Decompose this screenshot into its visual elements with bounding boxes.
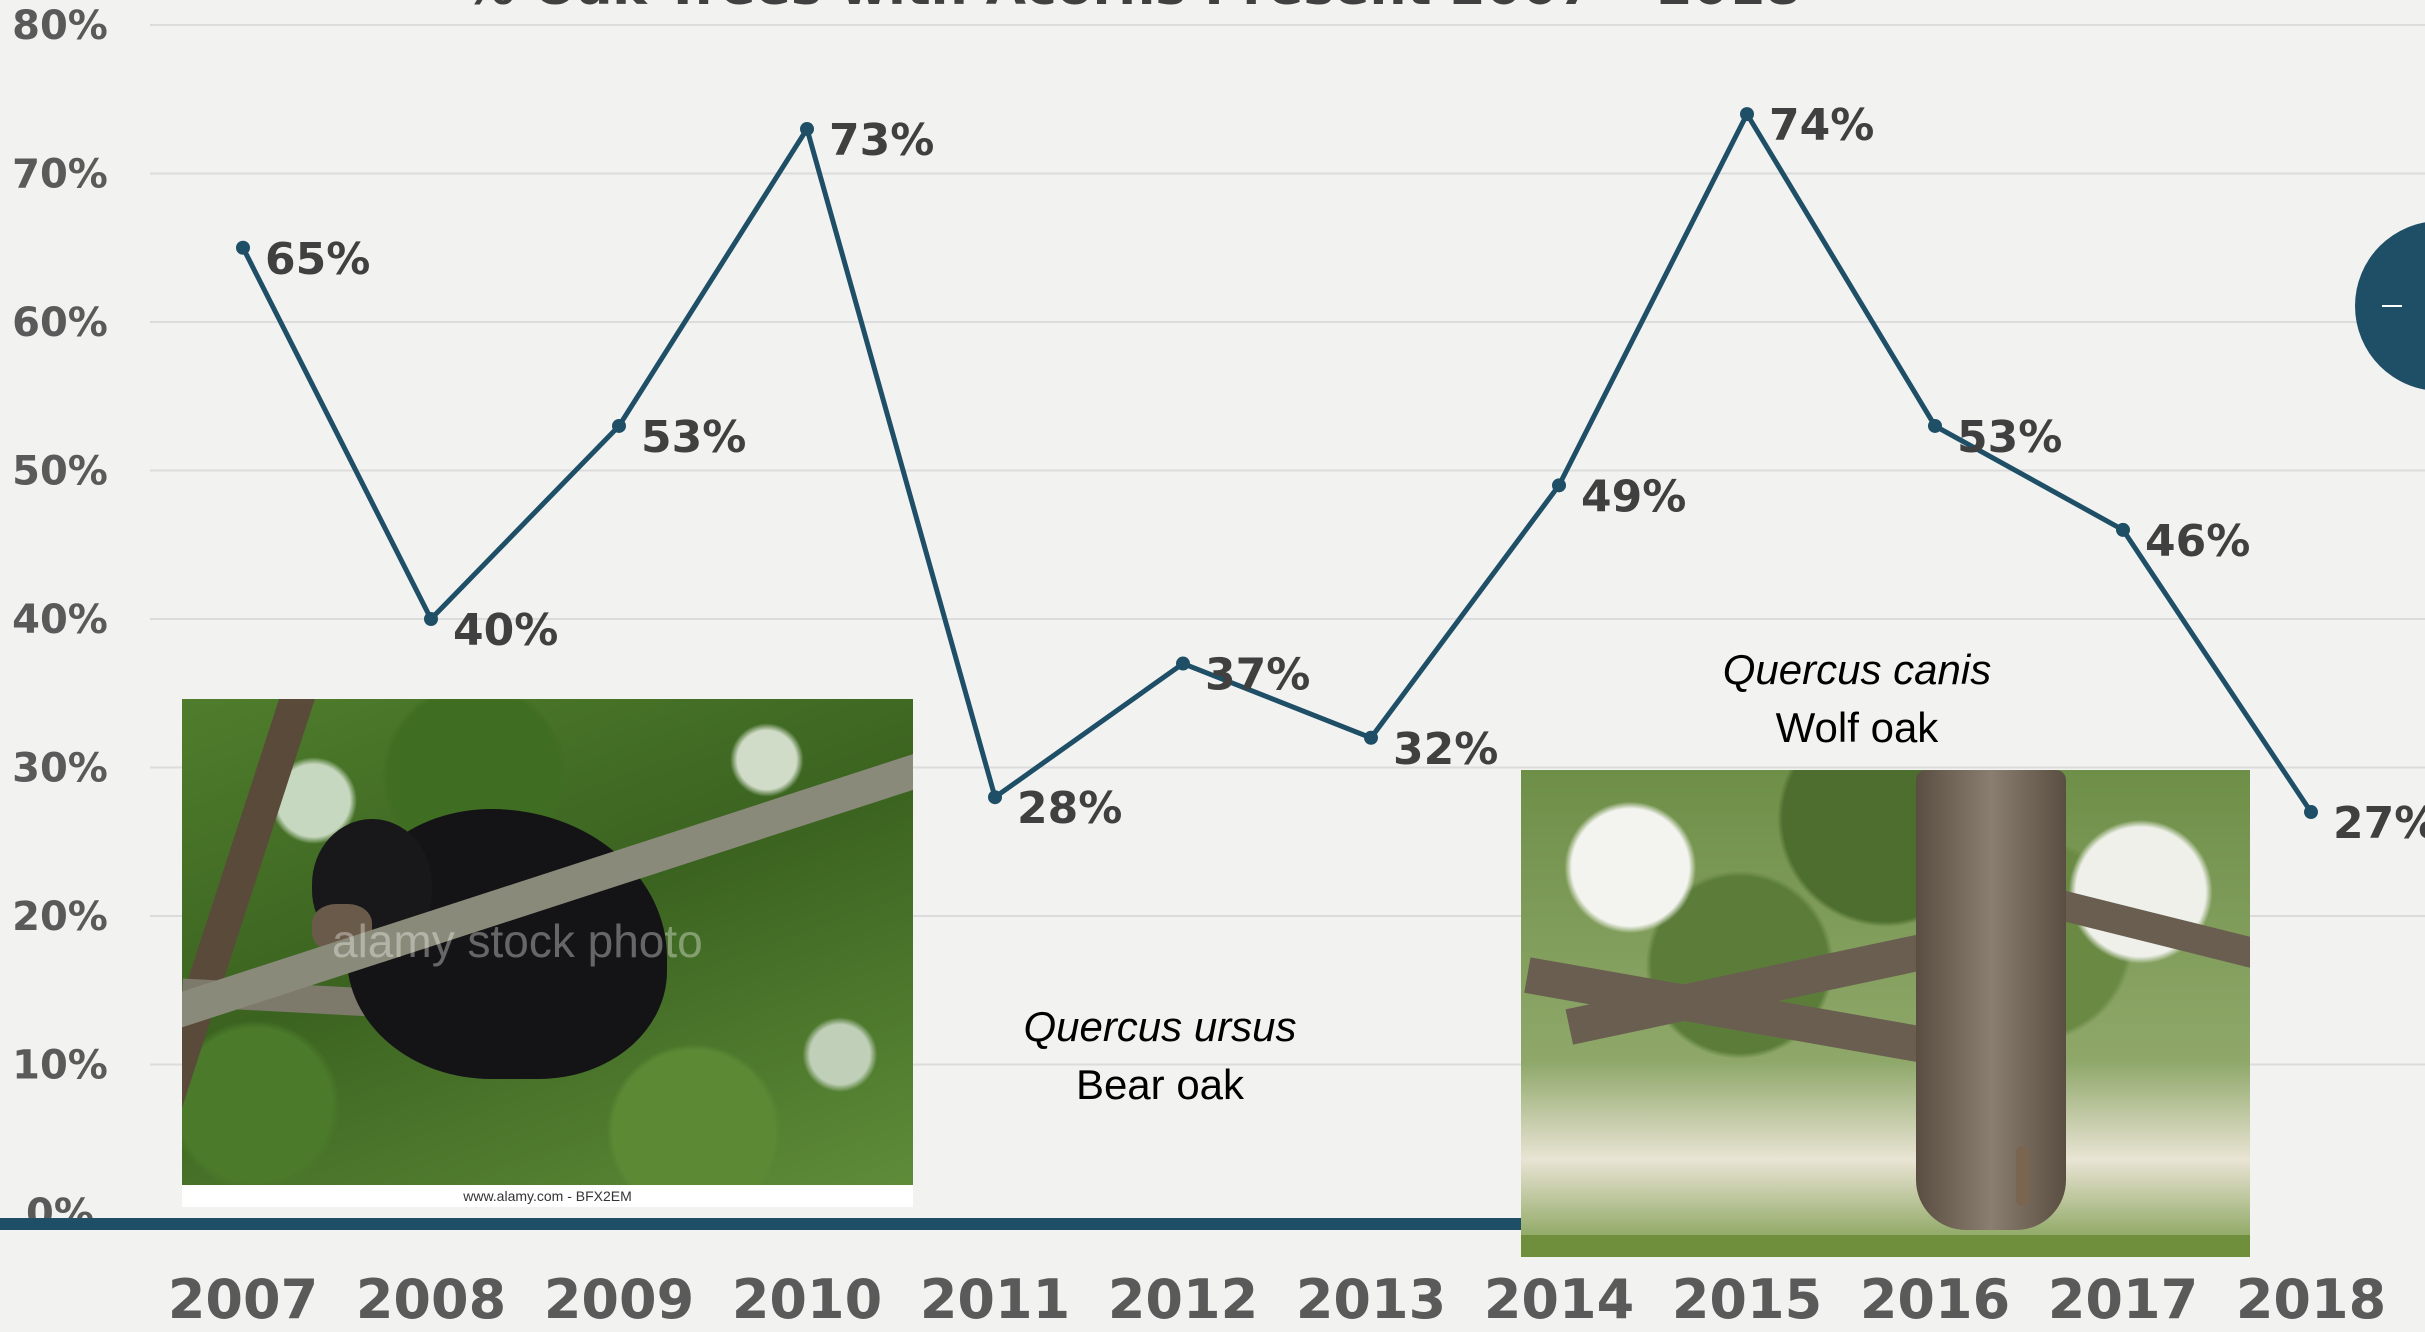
x-tick-label: 2010	[732, 1268, 882, 1331]
y-tick-label: 40%	[12, 597, 108, 643]
data-label: 28%	[1017, 783, 1122, 834]
data-points	[236, 107, 2318, 820]
large-oak-tree-photo	[1521, 770, 2250, 1257]
wolf-oak-common-name: Wolf oak	[1775, 704, 1939, 751]
data-label: 40%	[453, 605, 558, 656]
data-label: 49%	[1581, 471, 1686, 522]
data-point	[988, 790, 1002, 805]
wolf-oak-scientific-name: Quercus canis	[1722, 646, 1992, 693]
x-tick-label: 2016	[1860, 1268, 2010, 1331]
x-tick-label: 2015	[1672, 1268, 1822, 1331]
x-tick-label: 2012	[1108, 1268, 1258, 1331]
data-point	[236, 240, 250, 255]
data-label: 53%	[1957, 412, 2062, 463]
wolf-oak-caption: Quercus canis Wolf oak	[1657, 641, 2057, 757]
series-line	[240, 108, 2314, 814]
data-label: 32%	[1393, 724, 1498, 775]
data-point	[800, 121, 814, 136]
data-labels: 65% 40% 53% 73% 28% 37% 32% 49% 74% 53% 46% 27%	[265, 100, 2425, 849]
data-label: 53%	[641, 412, 746, 463]
data-label: 74%	[1769, 100, 1874, 151]
y-tick-label: 70%	[12, 152, 108, 198]
y-tick-label: 50%	[12, 449, 108, 495]
data-point	[424, 612, 438, 626]
bear-oak-common-name: Bear oak	[1075, 1061, 1245, 1108]
photo-watermark: alamy stock photo	[332, 915, 703, 967]
y-tick-label: 20%	[12, 894, 108, 940]
y-tick-label: 80%	[12, 3, 108, 49]
data-point	[1928, 418, 1942, 433]
y-tick-label: 10%	[12, 1043, 108, 1089]
x-tick-label: 2011	[920, 1268, 1070, 1331]
data-label: 37%	[1205, 650, 1310, 701]
data-point	[1364, 730, 1378, 745]
bear-oak-caption: Quercus ursus Bear oak	[960, 998, 1360, 1114]
x-tick-label: 2017	[2048, 1268, 2198, 1331]
data-label: 73%	[829, 115, 934, 166]
bear-in-tree-photo: alamy stock photo www.alamy.com - BFX2EM	[182, 699, 913, 1207]
data-point	[2304, 805, 2318, 820]
y-tick-label: 30%	[12, 746, 108, 792]
series-line-group	[240, 108, 2314, 814]
decorative-tick	[2382, 305, 2402, 307]
x-tick-label: 2007	[168, 1268, 318, 1331]
data-point	[1552, 478, 1566, 493]
x-tick-label: 2014	[1484, 1268, 1634, 1331]
data-label: 46%	[2145, 516, 2250, 567]
y-tick-label: 0%	[26, 1191, 94, 1237]
oak-trunk	[1916, 770, 2066, 1230]
x-tick-label: 2013	[1296, 1268, 1446, 1331]
data-point	[2116, 522, 2130, 537]
slide-accent-bar	[0, 1218, 1521, 1230]
x-tick-label: 2009	[544, 1268, 694, 1331]
data-label: 65%	[265, 234, 370, 285]
person-figure	[2016, 1146, 2030, 1206]
y-axis-tick-labels: 0% 10% 20% 30% 40% 50% 60% 70% 80%	[12, 3, 108, 1237]
bear-oak-scientific-name: Quercus ursus	[1023, 1003, 1297, 1050]
data-point	[1176, 656, 1190, 671]
x-axis-tick-labels: 2007 2008 2009 2010 2011 2012 2013 2014 2015 2016…	[168, 1268, 2386, 1331]
x-tick-label: 2008	[356, 1268, 506, 1331]
x-tick-label: 2018	[2236, 1268, 2386, 1331]
photo-credit: www.alamy.com - BFX2EM	[182, 1185, 913, 1207]
data-point	[1740, 107, 1754, 122]
data-point	[612, 418, 626, 433]
y-tick-label: 60%	[12, 300, 108, 346]
data-label: 27%	[2333, 798, 2425, 849]
chart-title: % Oak Trees with Acorns Present 2007 – 2…	[463, 0, 1801, 17]
